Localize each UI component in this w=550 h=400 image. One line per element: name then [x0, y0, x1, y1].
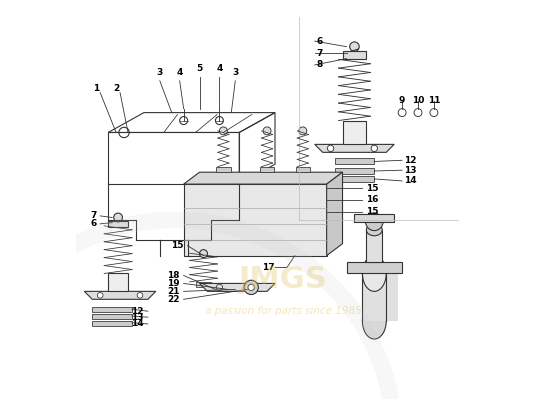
- Bar: [108, 221, 128, 227]
- Text: 3: 3: [232, 68, 238, 77]
- Circle shape: [248, 284, 254, 290]
- Bar: [334, 176, 375, 182]
- Bar: [108, 274, 128, 291]
- Bar: [334, 168, 375, 174]
- Text: 14: 14: [131, 320, 144, 328]
- Text: 8: 8: [317, 60, 323, 70]
- Text: 21: 21: [167, 287, 180, 296]
- Polygon shape: [184, 172, 343, 184]
- Text: 5: 5: [196, 64, 202, 73]
- Text: 19: 19: [167, 279, 180, 288]
- Text: 18: 18: [167, 271, 180, 280]
- Text: 15: 15: [366, 184, 379, 192]
- Text: 11: 11: [428, 96, 440, 105]
- Bar: [343, 120, 366, 144]
- Circle shape: [114, 213, 123, 222]
- Bar: [296, 167, 310, 172]
- Circle shape: [263, 127, 271, 135]
- Ellipse shape: [362, 303, 386, 339]
- Circle shape: [350, 42, 359, 52]
- Text: 22: 22: [167, 295, 180, 304]
- Circle shape: [97, 292, 103, 298]
- Ellipse shape: [362, 256, 386, 291]
- Text: 16: 16: [366, 196, 379, 204]
- Text: 10: 10: [412, 96, 424, 105]
- Bar: [92, 314, 132, 319]
- Circle shape: [366, 213, 383, 230]
- Text: 17: 17: [262, 263, 275, 272]
- Bar: [260, 167, 274, 172]
- Text: 4: 4: [216, 64, 223, 73]
- Polygon shape: [327, 172, 343, 256]
- Circle shape: [327, 145, 334, 152]
- Polygon shape: [346, 262, 402, 274]
- Text: 1: 1: [93, 84, 100, 93]
- Text: 13: 13: [131, 313, 144, 322]
- Bar: [92, 307, 132, 312]
- Circle shape: [219, 127, 227, 135]
- Bar: [216, 167, 230, 172]
- Bar: [362, 274, 398, 321]
- Polygon shape: [315, 144, 394, 152]
- Text: 2: 2: [113, 84, 119, 93]
- Text: 9: 9: [399, 96, 405, 105]
- Circle shape: [244, 280, 258, 294]
- Text: 6: 6: [90, 219, 96, 228]
- Bar: [196, 282, 211, 287]
- Text: 15: 15: [366, 208, 379, 216]
- Text: 7: 7: [317, 48, 323, 58]
- Bar: [354, 214, 394, 222]
- Bar: [366, 230, 382, 262]
- Text: 15: 15: [171, 241, 184, 250]
- Text: 6: 6: [317, 37, 323, 46]
- Text: 13: 13: [404, 166, 416, 175]
- Text: a passion for parts since 1985: a passion for parts since 1985: [205, 306, 361, 316]
- Circle shape: [299, 127, 307, 135]
- Ellipse shape: [366, 224, 382, 236]
- Bar: [334, 158, 375, 164]
- Text: 4: 4: [177, 68, 183, 77]
- Text: 12: 12: [131, 307, 144, 316]
- Text: 12: 12: [404, 156, 416, 165]
- Polygon shape: [200, 284, 275, 291]
- Bar: [343, 52, 366, 58]
- Bar: [184, 184, 327, 256]
- Text: 7: 7: [90, 211, 96, 220]
- Polygon shape: [84, 291, 156, 299]
- Text: JMGS: JMGS: [239, 265, 327, 294]
- Circle shape: [137, 292, 143, 298]
- Circle shape: [200, 250, 207, 258]
- Text: 14: 14: [404, 176, 417, 186]
- Circle shape: [371, 145, 377, 152]
- Text: 3: 3: [157, 68, 163, 77]
- Bar: [92, 321, 132, 326]
